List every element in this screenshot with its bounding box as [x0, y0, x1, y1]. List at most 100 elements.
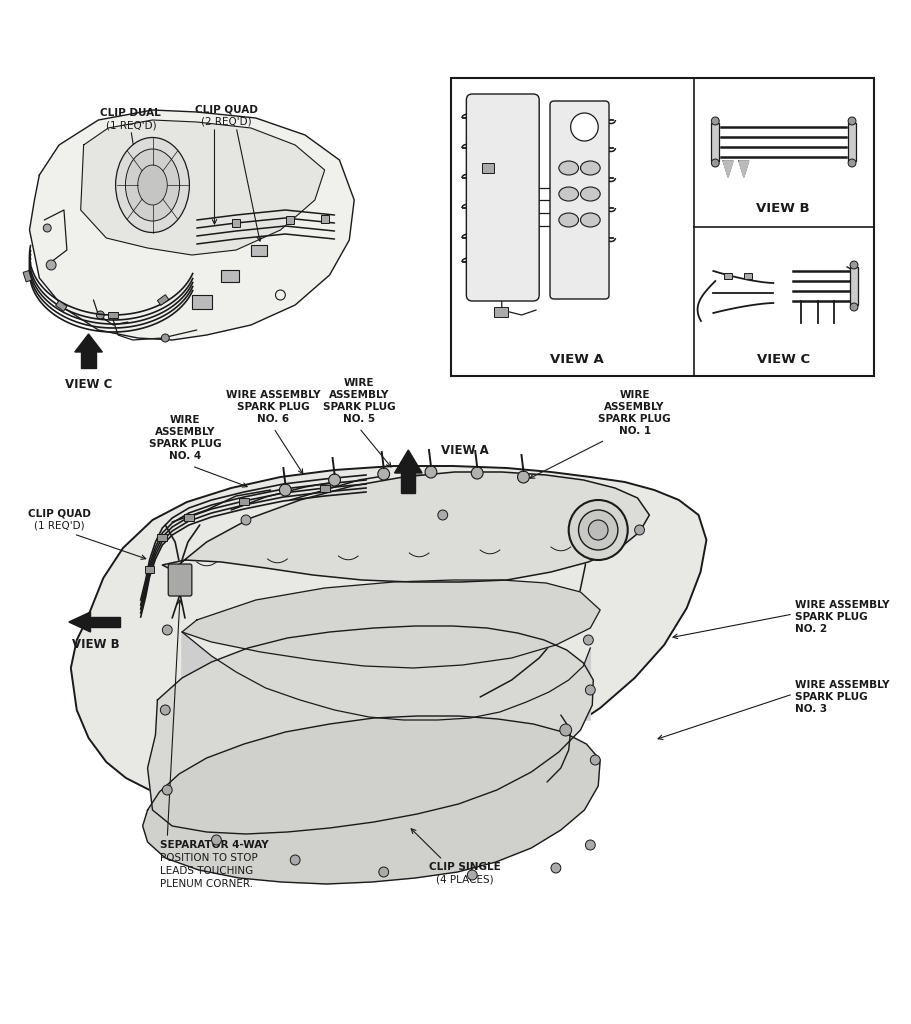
Text: SPARK PLUG: SPARK PLUG: [599, 414, 670, 424]
Circle shape: [97, 311, 104, 319]
Circle shape: [162, 625, 172, 635]
Polygon shape: [90, 617, 120, 627]
Circle shape: [560, 724, 571, 736]
Text: SPARK PLUG: SPARK PLUG: [148, 439, 221, 449]
Text: (2 REQ'D): (2 REQ'D): [201, 117, 251, 127]
Bar: [251, 245, 267, 256]
Circle shape: [160, 705, 170, 715]
Ellipse shape: [558, 161, 578, 175]
Text: CLIP SINGLE: CLIP SINGLE: [428, 862, 500, 872]
Circle shape: [586, 685, 595, 695]
Ellipse shape: [138, 165, 168, 205]
Polygon shape: [182, 580, 600, 668]
FancyBboxPatch shape: [466, 94, 539, 301]
Circle shape: [162, 785, 172, 795]
Text: SPARK PLUG: SPARK PLUG: [322, 402, 395, 412]
Circle shape: [44, 224, 51, 232]
Circle shape: [471, 467, 483, 479]
Text: CLIP DUAL: CLIP DUAL: [100, 108, 161, 118]
Circle shape: [467, 870, 477, 880]
Text: NO. 5: NO. 5: [343, 414, 375, 424]
Circle shape: [850, 261, 858, 269]
Bar: [158, 295, 169, 305]
Bar: [108, 312, 118, 318]
Text: WIRE: WIRE: [169, 415, 200, 425]
Text: WIRE: WIRE: [619, 390, 650, 400]
Circle shape: [280, 484, 292, 496]
Bar: [56, 300, 67, 311]
Text: VIEW B: VIEW B: [72, 638, 119, 651]
Text: VIEW B: VIEW B: [756, 202, 810, 215]
Polygon shape: [81, 120, 324, 255]
Polygon shape: [148, 626, 593, 834]
Circle shape: [583, 635, 593, 645]
Text: NO. 2: NO. 2: [795, 624, 827, 634]
Text: WIRE ASSEMBLY: WIRE ASSEMBLY: [795, 600, 889, 610]
Ellipse shape: [558, 213, 578, 227]
Text: WIRE ASSEMBLY: WIRE ASSEMBLY: [795, 680, 889, 690]
Polygon shape: [29, 110, 354, 340]
Text: VIEW C: VIEW C: [65, 378, 112, 391]
FancyBboxPatch shape: [550, 101, 609, 299]
Text: CLIP QUAD: CLIP QUAD: [27, 508, 90, 518]
Bar: [482, 163, 494, 173]
Circle shape: [211, 835, 221, 845]
Bar: [320, 485, 330, 492]
Text: ASSEMBLY: ASSEMBLY: [604, 402, 665, 412]
Text: ASSEMBLY: ASSEMBLY: [155, 427, 215, 437]
Circle shape: [578, 510, 618, 550]
Polygon shape: [182, 632, 590, 720]
Text: WIRE ASSEMBLY: WIRE ASSEMBLY: [226, 390, 321, 400]
Polygon shape: [402, 473, 415, 493]
Text: ASSEMBLY: ASSEMBLY: [329, 390, 389, 400]
Ellipse shape: [126, 150, 179, 221]
Circle shape: [378, 468, 390, 480]
Circle shape: [635, 525, 644, 535]
Bar: [848, 123, 856, 161]
Ellipse shape: [580, 213, 600, 227]
Ellipse shape: [580, 161, 600, 175]
Circle shape: [425, 466, 437, 478]
Circle shape: [438, 510, 447, 520]
Polygon shape: [75, 334, 102, 352]
Text: WIRE: WIRE: [343, 378, 374, 388]
Circle shape: [161, 334, 169, 342]
Polygon shape: [723, 161, 733, 177]
Bar: [23, 270, 32, 282]
Bar: [724, 273, 732, 279]
Text: POSITION TO STOP: POSITION TO STOP: [160, 853, 258, 863]
Bar: [221, 270, 239, 282]
Text: SPARK PLUG: SPARK PLUG: [795, 612, 867, 622]
Text: SEPARATOR 4-WAY: SEPARATOR 4-WAY: [160, 840, 269, 850]
Circle shape: [551, 863, 561, 873]
Polygon shape: [81, 352, 97, 368]
Circle shape: [379, 867, 389, 877]
Bar: [145, 566, 155, 573]
Circle shape: [586, 840, 595, 850]
Polygon shape: [143, 716, 600, 884]
Bar: [321, 214, 329, 222]
Circle shape: [848, 159, 856, 167]
Circle shape: [568, 500, 628, 560]
Text: SPARK PLUG: SPARK PLUG: [237, 402, 310, 412]
Text: (1 REQ'D): (1 REQ'D): [34, 521, 85, 531]
Ellipse shape: [116, 137, 189, 232]
Bar: [711, 123, 719, 161]
Text: NO. 6: NO. 6: [258, 414, 290, 424]
Text: (1 REQ'D): (1 REQ'D): [106, 120, 156, 130]
Text: VIEW C: VIEW C: [757, 353, 810, 366]
Ellipse shape: [558, 187, 578, 201]
Circle shape: [848, 117, 856, 125]
Circle shape: [570, 113, 599, 141]
Circle shape: [291, 855, 300, 865]
Bar: [850, 267, 858, 305]
Circle shape: [329, 474, 341, 486]
Circle shape: [850, 303, 858, 311]
Text: NO. 1: NO. 1: [619, 426, 650, 436]
Bar: [451, 78, 874, 376]
Circle shape: [589, 520, 608, 540]
Bar: [743, 273, 752, 279]
Text: LEADS TOUCHING: LEADS TOUCHING: [160, 866, 253, 876]
Bar: [192, 295, 211, 309]
FancyBboxPatch shape: [169, 564, 192, 596]
